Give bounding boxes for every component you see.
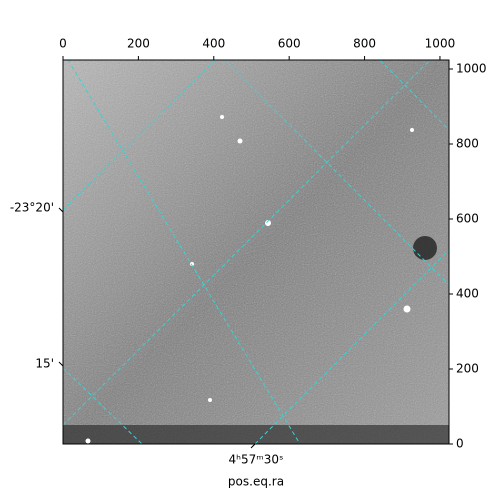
x-axis-label: pos.eq.ra [228, 475, 284, 489]
x-tick-label: 400 [202, 37, 225, 51]
x-tick-label: 1000 [425, 37, 456, 51]
dec-tick-label: 15' [35, 357, 54, 371]
y-tick-label: 200 [456, 362, 479, 376]
x-tick-label: 800 [353, 37, 376, 51]
coordinate-grid [62, 59, 450, 445]
dec-tick-label: -23°20' [10, 201, 54, 215]
image [63, 60, 449, 444]
x-tick-label: 600 [278, 37, 301, 51]
frame [62, 59, 450, 445]
ra-tick-label: 4ʰ57ᵐ30ˢ [229, 453, 284, 467]
dec-tick [58, 207, 64, 213]
y-tick-label: 400 [456, 287, 479, 301]
y-tick-label: 0 [456, 437, 464, 451]
y-tick-label: 600 [456, 212, 479, 226]
dec-tick [58, 361, 64, 367]
y-tick-label: 1000 [456, 62, 487, 76]
y-tick-label: 800 [456, 137, 479, 151]
x-tick-label: 0 [59, 37, 67, 51]
ra-tick [250, 443, 256, 449]
x-tick-label: 200 [127, 37, 150, 51]
